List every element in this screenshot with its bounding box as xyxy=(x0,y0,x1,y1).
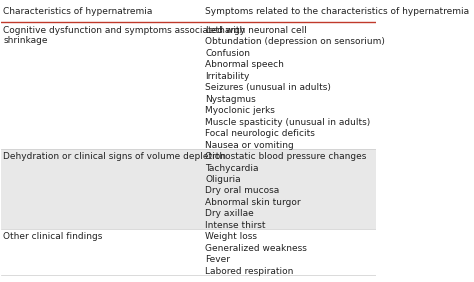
Text: Intense thirst: Intense thirst xyxy=(205,221,266,230)
Text: Myoclonic jerks: Myoclonic jerks xyxy=(205,106,275,115)
Text: Dry oral mucosa: Dry oral mucosa xyxy=(205,186,280,195)
Text: Nystagmus: Nystagmus xyxy=(205,94,256,103)
Text: Nausea or vomiting: Nausea or vomiting xyxy=(205,140,294,149)
Text: Abnormal speech: Abnormal speech xyxy=(205,60,284,69)
FancyBboxPatch shape xyxy=(1,22,375,149)
Text: Labored respiration: Labored respiration xyxy=(205,267,294,276)
FancyBboxPatch shape xyxy=(1,149,375,229)
Text: Characteristics of hypernatremia: Characteristics of hypernatremia xyxy=(3,7,153,16)
Text: Symptoms related to the characteristics of hypernatremia: Symptoms related to the characteristics … xyxy=(205,7,469,16)
FancyBboxPatch shape xyxy=(1,229,375,275)
Text: Focal neurologic deficits: Focal neurologic deficits xyxy=(205,129,315,138)
Text: Abnormal skin turgor: Abnormal skin turgor xyxy=(205,198,301,207)
Text: Dehydration or clinical signs of volume depletion: Dehydration or clinical signs of volume … xyxy=(3,152,226,161)
Text: Dry axillae: Dry axillae xyxy=(205,210,254,219)
Text: Fever: Fever xyxy=(205,255,230,265)
Text: Oliguria: Oliguria xyxy=(205,175,241,184)
Text: Confusion: Confusion xyxy=(205,49,250,58)
Text: Other clinical findings: Other clinical findings xyxy=(3,232,103,241)
Text: Generalized weakness: Generalized weakness xyxy=(205,244,307,253)
Text: Irritability: Irritability xyxy=(205,72,250,81)
Text: Lethargy: Lethargy xyxy=(205,26,246,35)
Text: Orthostatic blood pressure changes: Orthostatic blood pressure changes xyxy=(205,152,367,161)
Text: Obtundation (depression on sensorium): Obtundation (depression on sensorium) xyxy=(205,37,385,46)
Text: Seizures (unusual in adults): Seizures (unusual in adults) xyxy=(205,83,331,92)
Text: Tachycardia: Tachycardia xyxy=(205,164,259,173)
Text: Muscle spasticity (unusual in adults): Muscle spasticity (unusual in adults) xyxy=(205,118,371,127)
Text: Weight loss: Weight loss xyxy=(205,232,257,241)
Text: Cognitive dysfunction and symptoms associated with neuronal cell
shrinkage: Cognitive dysfunction and symptoms assoc… xyxy=(3,26,307,45)
